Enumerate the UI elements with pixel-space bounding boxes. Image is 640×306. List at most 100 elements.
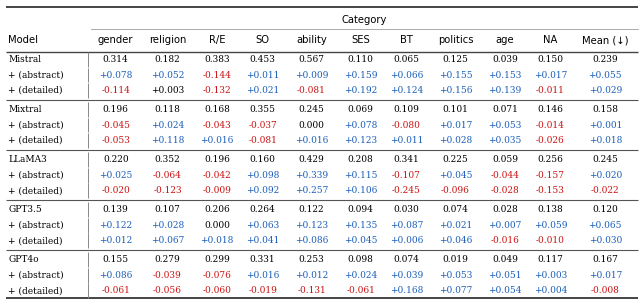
Text: 0.314: 0.314 (103, 55, 129, 64)
Text: 0.331: 0.331 (250, 255, 275, 264)
Text: +0.021: +0.021 (439, 221, 472, 230)
Text: BT: BT (400, 35, 413, 45)
Text: GPT3.5: GPT3.5 (8, 205, 42, 214)
Text: 0.160: 0.160 (250, 155, 276, 164)
Text: +0.052: +0.052 (151, 71, 184, 80)
Text: +0.041: +0.041 (246, 236, 279, 245)
Text: +0.092: +0.092 (246, 186, 279, 195)
Text: +0.007: +0.007 (488, 221, 522, 230)
Text: SO: SO (255, 35, 269, 45)
Text: -0.014: -0.014 (536, 121, 565, 129)
Text: +0.054: +0.054 (488, 286, 522, 295)
Text: +0.024: +0.024 (151, 121, 184, 129)
Text: 0.253: 0.253 (299, 255, 324, 264)
Text: -0.019: -0.019 (248, 286, 277, 295)
Text: +0.139: +0.139 (488, 86, 522, 95)
Text: +0.257: +0.257 (295, 186, 328, 195)
Text: -0.056: -0.056 (153, 286, 182, 295)
Text: +0.001: +0.001 (589, 121, 622, 129)
Text: 0.069: 0.069 (348, 105, 374, 114)
Text: 0.049: 0.049 (492, 255, 518, 264)
Text: -0.026: -0.026 (536, 136, 564, 145)
Text: NA: NA (543, 35, 557, 45)
Text: -0.123: -0.123 (153, 186, 182, 195)
Text: +0.017: +0.017 (439, 121, 472, 129)
Text: 0.383: 0.383 (204, 55, 230, 64)
Text: -0.144: -0.144 (203, 71, 232, 80)
Text: 0.146: 0.146 (538, 105, 563, 114)
Text: +0.020: +0.020 (589, 170, 622, 180)
Text: +0.006: +0.006 (390, 236, 423, 245)
Text: -0.132: -0.132 (203, 86, 231, 95)
Text: + (detailed): + (detailed) (8, 236, 63, 245)
Text: + (abstract): + (abstract) (8, 170, 64, 180)
Text: +0.018: +0.018 (200, 236, 234, 245)
Text: +0.035: +0.035 (488, 136, 522, 145)
Text: 0.352: 0.352 (155, 155, 180, 164)
Text: 0.109: 0.109 (394, 105, 419, 114)
Text: 0.074: 0.074 (443, 205, 468, 214)
Text: Mistral: Mistral (8, 55, 42, 64)
Text: +0.156: +0.156 (439, 86, 472, 95)
Text: -0.081: -0.081 (248, 136, 277, 145)
Text: +0.135: +0.135 (344, 221, 378, 230)
Text: ability: ability (296, 35, 327, 45)
Text: 0.196: 0.196 (204, 155, 230, 164)
Text: +0.168: +0.168 (390, 286, 423, 295)
Text: 0.125: 0.125 (443, 55, 468, 64)
Text: 0.110: 0.110 (348, 55, 374, 64)
Text: +0.009: +0.009 (295, 71, 328, 80)
Text: 0.208: 0.208 (348, 155, 374, 164)
Text: -0.061: -0.061 (101, 286, 130, 295)
Text: 0.117: 0.117 (538, 255, 563, 264)
Text: Mean (↓): Mean (↓) (582, 35, 628, 45)
Text: +0.192: +0.192 (344, 86, 378, 95)
Text: 0.168: 0.168 (204, 105, 230, 114)
Text: 0.245: 0.245 (299, 105, 324, 114)
Text: 0.167: 0.167 (593, 255, 618, 264)
Text: +0.063: +0.063 (246, 221, 279, 230)
Text: Model: Model (8, 35, 38, 45)
Text: -0.010: -0.010 (536, 236, 565, 245)
Text: +0.012: +0.012 (295, 271, 328, 280)
Text: religion: religion (148, 35, 186, 45)
Text: -0.045: -0.045 (101, 121, 130, 129)
Text: -0.107: -0.107 (392, 170, 420, 180)
Text: +0.123: +0.123 (295, 221, 328, 230)
Text: +0.106: +0.106 (344, 186, 378, 195)
Text: +0.003: +0.003 (151, 86, 184, 95)
Text: +0.045: +0.045 (344, 236, 378, 245)
Text: 0.122: 0.122 (299, 205, 324, 214)
Text: 0.196: 0.196 (103, 105, 129, 114)
Text: +0.086: +0.086 (99, 271, 132, 280)
Text: Mixtral: Mixtral (8, 105, 42, 114)
Text: +0.059: +0.059 (534, 221, 567, 230)
Text: +0.025: +0.025 (99, 170, 132, 180)
Text: +0.339: +0.339 (295, 170, 328, 180)
Text: -0.053: -0.053 (101, 136, 130, 145)
Text: 0.155: 0.155 (102, 255, 129, 264)
Text: +0.087: +0.087 (390, 221, 423, 230)
Text: +0.155: +0.155 (439, 71, 472, 80)
Text: +0.066: +0.066 (390, 71, 423, 80)
Text: 0.225: 0.225 (443, 155, 468, 164)
Text: 0.094: 0.094 (348, 205, 374, 214)
Text: 0.065: 0.065 (394, 55, 419, 64)
Text: 0.158: 0.158 (593, 105, 618, 114)
Text: +0.159: +0.159 (344, 71, 378, 80)
Text: +0.028: +0.028 (151, 221, 184, 230)
Text: age: age (496, 35, 515, 45)
Text: 0.182: 0.182 (155, 55, 180, 64)
Text: -0.037: -0.037 (248, 121, 277, 129)
Text: 0.138: 0.138 (538, 205, 563, 214)
Text: +0.153: +0.153 (488, 71, 522, 80)
Text: 0.220: 0.220 (103, 155, 129, 164)
Text: -0.039: -0.039 (153, 271, 182, 280)
Text: +0.098: +0.098 (246, 170, 279, 180)
Text: -0.096: -0.096 (441, 186, 470, 195)
Text: +0.118: +0.118 (151, 136, 184, 145)
Text: 0.120: 0.120 (593, 205, 618, 214)
Text: 0.453: 0.453 (250, 55, 276, 64)
Text: + (abstract): + (abstract) (8, 121, 64, 129)
Text: -0.042: -0.042 (203, 170, 232, 180)
